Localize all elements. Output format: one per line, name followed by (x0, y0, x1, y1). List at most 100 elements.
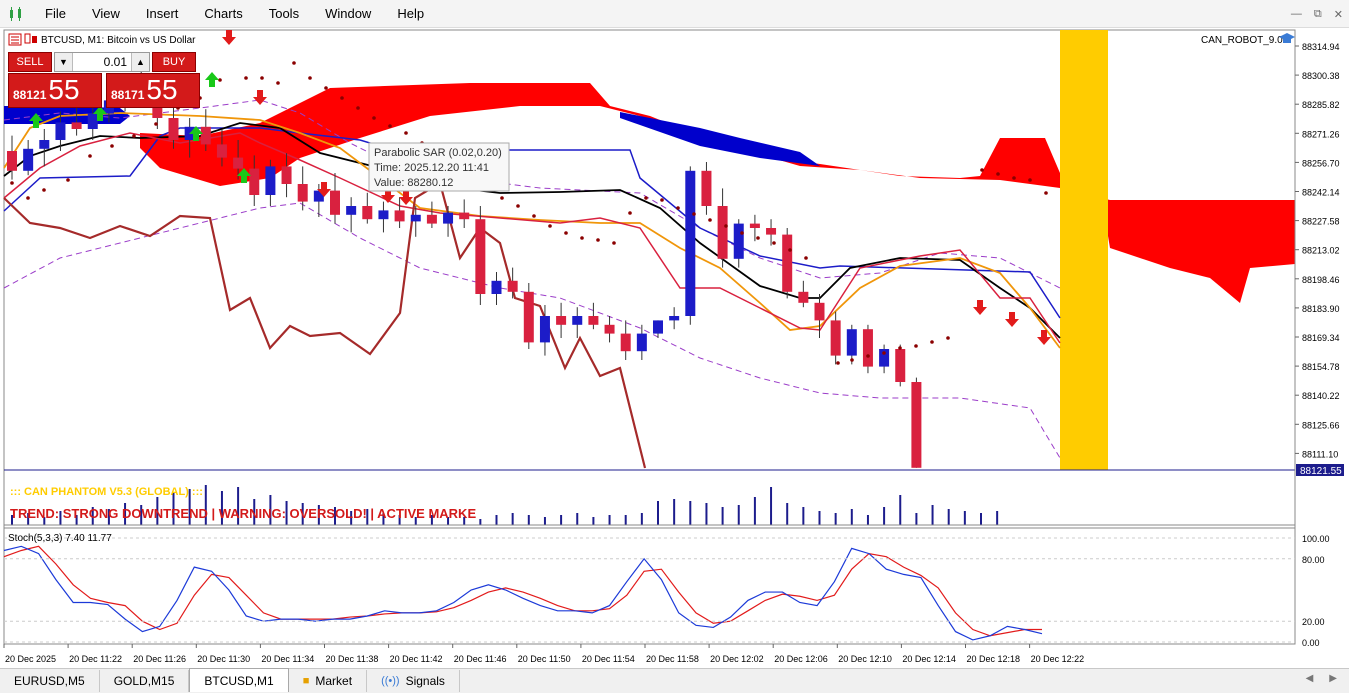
time-tick-label: 20 Dec 12:18 (967, 654, 1021, 664)
buy-price-big: 55 (146, 74, 178, 105)
buy-button[interactable]: BUY (152, 52, 196, 72)
price-tick-label: 88140.22 (1302, 391, 1340, 401)
menu-view[interactable]: View (91, 5, 120, 21)
lot-increase-icon[interactable]: ▲ (131, 53, 149, 71)
candle-body (782, 234, 793, 292)
sar-dot (644, 196, 648, 200)
signal-icon: ((•)) (381, 675, 400, 687)
menu-window[interactable]: Window (325, 5, 372, 21)
time-tick-label: 20 Dec 2025 (5, 654, 56, 664)
lot-size-field[interactable]: ▼ 0.01 ▲ (54, 52, 150, 72)
sell-signal-arrow-icon (381, 188, 395, 203)
sar-dot (500, 196, 504, 200)
candle-body (297, 184, 308, 202)
tab-signals[interactable]: ((•)) Signals (367, 670, 460, 692)
sar-dot (356, 106, 360, 110)
sar-dot (340, 96, 344, 100)
sar-dot (10, 181, 14, 185)
scroll-left-icon[interactable]: ◀ (1305, 673, 1314, 684)
tab-market[interactable]: ■ Market (289, 670, 368, 692)
price-tick-label: 88256.70 (1302, 158, 1340, 168)
banner-title: ::: CAN PHANTOM V5.3 (GLOBAL) ::: (10, 486, 203, 498)
candle-body (604, 324, 615, 334)
sar-dot (88, 154, 92, 158)
candle-body (426, 214, 437, 224)
time-tick-label: 20 Dec 12:02 (710, 654, 764, 664)
sar-dot (866, 354, 870, 358)
sar-dot (132, 134, 136, 138)
minimize-icon[interactable]: — (1290, 8, 1302, 20)
stoch-axis-label: 0.00 (1302, 638, 1320, 648)
lot-value[interactable]: 0.01 (103, 55, 127, 69)
sell-signal-arrow-icon (1037, 330, 1051, 345)
scroll-right-icon[interactable]: ▶ (1329, 673, 1337, 684)
sar-dot (772, 241, 776, 245)
sell-button[interactable]: SELL (8, 52, 52, 72)
candle-body (556, 316, 567, 325)
candle-body (830, 320, 841, 356)
sar-dot (404, 131, 408, 135)
sell-price-box[interactable]: 88121 55 (8, 73, 102, 108)
candle-body (814, 302, 825, 321)
candle-body (846, 329, 857, 356)
menu-tools[interactable]: Tools (268, 5, 300, 21)
sar-dot (532, 214, 536, 218)
menu-insert[interactable]: Insert (145, 5, 179, 21)
candle-body (200, 126, 211, 145)
sar-dot (708, 218, 712, 222)
candle-body (523, 291, 534, 343)
chart-window[interactable]: 88314.94 88300.38 88285.82 88271.26 88256.70… (0, 28, 1349, 668)
price-tick-label: 88227.58 (1302, 217, 1340, 227)
time-tick-label: 20 Dec 12:22 (1031, 654, 1085, 664)
buy-price-box[interactable]: 88171 55 (106, 73, 200, 108)
expert-advisor-label: CAN_ROBOT_9.0 (1201, 33, 1295, 46)
candle-body (313, 190, 324, 202)
candle-body (879, 349, 890, 367)
candle-body (330, 190, 340, 215)
tooltip: Parabolic SAR (0.02,0.20) Time: 2025.12.… (368, 142, 510, 192)
tab-eurusd[interactable]: EURUSD,M5 (0, 670, 100, 692)
menu-charts[interactable]: Charts (204, 5, 243, 21)
tab-market-label: Market (315, 674, 353, 688)
price-tick-label: 88314.94 (1302, 42, 1340, 52)
chart-candles-icon[interactable] (6, 4, 26, 24)
sar-dot (218, 78, 222, 82)
sar-dot (676, 206, 680, 210)
banner-status: TREND: STRONG DOWNTREND | WARNING: OVERS… (10, 506, 476, 521)
close-icon[interactable]: ✕ (1333, 8, 1343, 21)
chart-type-icon[interactable] (24, 33, 31, 44)
sar-dot (42, 188, 46, 192)
buy-signal-arrow-icon (237, 168, 251, 183)
price-tick-label: 88198.46 (1302, 275, 1340, 285)
bollinger-lower (3, 202, 1061, 459)
sar-dot (66, 178, 70, 182)
candle-body (168, 118, 179, 140)
time-tick-label: 20 Dec 12:14 (902, 654, 956, 664)
chart-canvas[interactable]: 88314.94 88300.38 88285.82 88271.26 88256.70… (0, 28, 1349, 668)
sell-price-small: 88121 (13, 88, 47, 102)
sar-dot (692, 212, 696, 216)
candle-body (362, 206, 373, 220)
tab-btcusd[interactable]: BTCUSD,M1 (189, 668, 289, 692)
price-tick-label: 88271.26 (1302, 129, 1340, 139)
price-tick-label: 88300.38 (1302, 71, 1340, 81)
price-tick-label: 88242.14 (1302, 188, 1340, 198)
tab-signals-label: Signals (405, 674, 445, 688)
restore-icon[interactable]: ⧉ (1313, 7, 1322, 20)
candle-body (443, 212, 454, 224)
price-tick-label: 88125.66 (1302, 420, 1340, 430)
buy-signal-arrow-icon (29, 113, 43, 128)
candle-body (475, 219, 486, 294)
sar-dot (372, 116, 376, 120)
price-tick-label: 88285.82 (1302, 100, 1340, 110)
candle-body (669, 316, 680, 321)
candle-body (55, 122, 66, 140)
candle-body (87, 113, 98, 129)
lot-decrease-icon[interactable]: ▼ (55, 53, 73, 71)
menu-help[interactable]: Help (397, 5, 425, 21)
sar-dot (946, 336, 950, 340)
ichimoku-cloud-bearish (140, 83, 1295, 303)
sar-dot (756, 236, 760, 240)
menu-file[interactable]: File (45, 5, 66, 21)
tab-gold[interactable]: GOLD,M15 (100, 670, 190, 692)
